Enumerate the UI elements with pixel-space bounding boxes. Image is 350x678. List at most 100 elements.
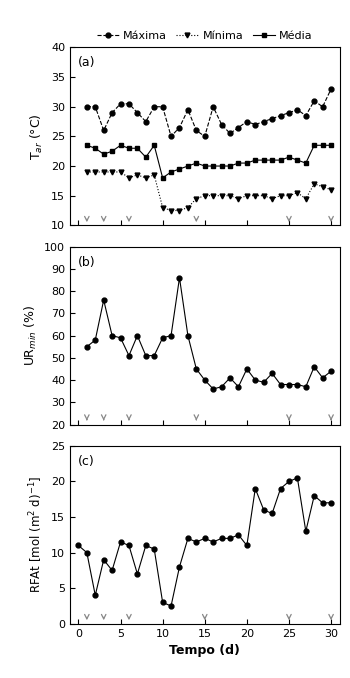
Média [169, 168, 173, 176]
Máxima [321, 102, 325, 111]
Média [127, 144, 131, 153]
Mínima [287, 192, 291, 200]
Mínima [93, 168, 97, 176]
Média [219, 162, 224, 170]
Y-axis label: UR$_{min}$ (%): UR$_{min}$ (%) [22, 305, 38, 366]
Média [118, 141, 122, 149]
Máxima [161, 102, 165, 111]
Mínima [102, 168, 106, 176]
Line: Média: Média [84, 143, 334, 180]
Máxima [110, 108, 114, 117]
X-axis label: Tempo (d): Tempo (d) [169, 644, 240, 657]
Máxima [329, 85, 333, 93]
Máxima [228, 129, 232, 138]
Mínima [295, 188, 300, 197]
Média [152, 141, 156, 149]
Média [245, 159, 249, 167]
Text: (b): (b) [78, 256, 96, 268]
Média [203, 162, 207, 170]
Média [144, 153, 148, 161]
Média [161, 174, 165, 182]
Mínima [321, 183, 325, 191]
Mínima [270, 195, 274, 203]
Máxima [304, 112, 308, 120]
Mínima [203, 192, 207, 200]
Mínima [219, 192, 224, 200]
Máxima [245, 117, 249, 125]
Média [186, 162, 190, 170]
Média [135, 144, 139, 153]
Máxima [295, 106, 300, 114]
Máxima [203, 132, 207, 140]
Média [329, 141, 333, 149]
Máxima [93, 102, 97, 111]
Média [236, 159, 240, 167]
Mínima [261, 192, 266, 200]
Média [304, 159, 308, 167]
Média [295, 156, 300, 164]
Text: (a): (a) [78, 56, 96, 69]
Máxima [186, 106, 190, 114]
Máxima [152, 102, 156, 111]
Mínima [304, 195, 308, 203]
Mínima [279, 192, 283, 200]
Mínima [194, 195, 198, 203]
Máxima [127, 100, 131, 108]
Máxima [236, 123, 240, 132]
Média [194, 159, 198, 167]
Média [321, 141, 325, 149]
Média [85, 141, 89, 149]
Mínima [144, 174, 148, 182]
Máxima [102, 126, 106, 134]
Média [211, 162, 215, 170]
Máxima [177, 123, 182, 132]
Mínima [161, 203, 165, 212]
Mínima [127, 174, 131, 182]
Máxima [85, 102, 89, 111]
Máxima [270, 115, 274, 123]
Máxima [253, 121, 257, 129]
Máxima [144, 117, 148, 125]
Máxima [279, 112, 283, 120]
Máxima [211, 102, 215, 111]
Máxima [287, 108, 291, 117]
Máxima [118, 100, 122, 108]
Mínima [228, 192, 232, 200]
Máxima [219, 121, 224, 129]
Mínima [253, 192, 257, 200]
Máxima [261, 117, 266, 125]
Mínima [177, 206, 182, 214]
Mínima [118, 168, 122, 176]
Média [312, 141, 316, 149]
Média [279, 156, 283, 164]
Mínima [312, 180, 316, 188]
Média [287, 153, 291, 161]
Mínima [110, 168, 114, 176]
Mínima [236, 195, 240, 203]
Line: Mínima: Mínima [84, 170, 334, 213]
Y-axis label: RFAt [mol (m$^{2}$ d)$^{-1}$]: RFAt [mol (m$^{2}$ d)$^{-1}$] [28, 476, 46, 593]
Máxima [169, 132, 173, 140]
Mínima [85, 168, 89, 176]
Y-axis label: T$_{ar}$ (°C): T$_{ar}$ (°C) [29, 113, 46, 160]
Line: Máxima: Máxima [84, 87, 334, 139]
Máxima [312, 97, 316, 105]
Máxima [135, 108, 139, 117]
Média [261, 156, 266, 164]
Média [177, 165, 182, 173]
Média [110, 147, 114, 155]
Mínima [135, 171, 139, 179]
Média [253, 156, 257, 164]
Mínima [186, 203, 190, 212]
Média [102, 150, 106, 158]
Média [270, 156, 274, 164]
Mínima [245, 192, 249, 200]
Média [228, 162, 232, 170]
Mínima [329, 186, 333, 194]
Média [93, 144, 97, 153]
Mínima [152, 171, 156, 179]
Legend: Máxima, Mínima, Média: Máxima, Mínima, Média [92, 26, 317, 45]
Mínima [211, 192, 215, 200]
Text: (c): (c) [78, 455, 95, 468]
Mínima [169, 206, 173, 214]
